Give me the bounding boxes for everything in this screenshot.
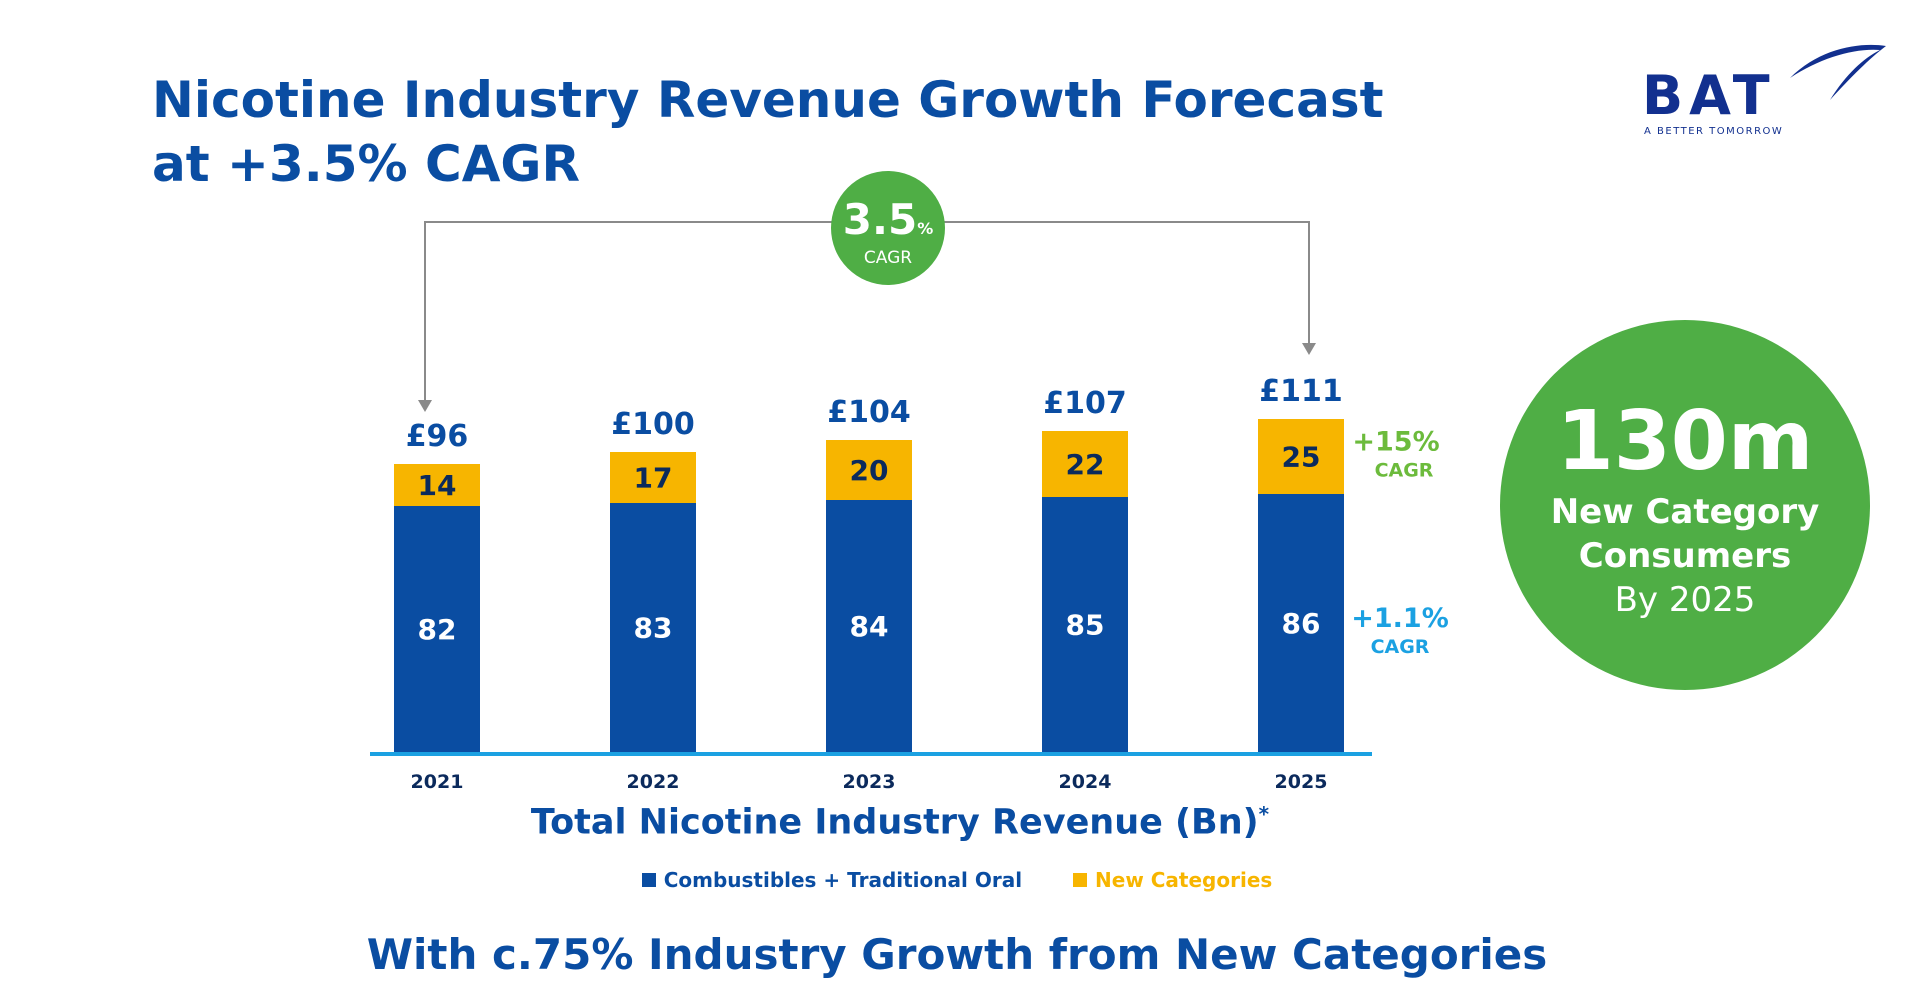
badge-line-2: Consumers bbox=[1578, 536, 1792, 576]
bar-combustibles-2021 bbox=[394, 506, 480, 752]
bar-combustibles-2023 bbox=[826, 500, 912, 752]
x-tick-2022: 2022 bbox=[627, 771, 680, 793]
bar-new-categories-2024 bbox=[1042, 431, 1128, 497]
consumers-badge: 130m New Category Consumers By 2025 bbox=[1500, 320, 1870, 690]
cagr-new-categories-label: CAGR bbox=[1375, 460, 1434, 482]
value-label-new-categories-2024: 22 bbox=[1066, 448, 1105, 481]
bar-new-categories-2023 bbox=[826, 440, 912, 500]
value-label-new-categories-2023: 20 bbox=[850, 454, 889, 487]
bat-logo: BAT A BETTER TOMORROW bbox=[1640, 38, 1890, 148]
logo-wordmark: BAT bbox=[1642, 64, 1776, 127]
badge-count: 130m bbox=[1556, 394, 1814, 489]
page-title: Nicotine Industry Revenue Growth Forecas… bbox=[152, 68, 1384, 196]
x-axis-title-text: Total Nicotine Industry Revenue (Bn) bbox=[530, 802, 1259, 843]
cagr-circle-value: 3.5% bbox=[843, 195, 933, 244]
x-axis-title: Total Nicotine Industry Revenue (Bn)* bbox=[400, 802, 1400, 843]
value-label-combustibles-2021: 82 bbox=[418, 613, 457, 646]
bar-new-categories-2021 bbox=[394, 464, 480, 506]
chart-legend: Combustibles + Traditional Oral New Cate… bbox=[0, 868, 1914, 892]
legend-item-new-categories: New Categories bbox=[1073, 868, 1272, 892]
total-label-2022: £100 bbox=[611, 407, 695, 442]
bar-combustibles-2025 bbox=[1258, 494, 1344, 752]
total-label-2023: £104 bbox=[827, 395, 911, 430]
badge-line-1: New Category bbox=[1550, 492, 1820, 532]
badge-line-3: By 2025 bbox=[1614, 580, 1756, 620]
cagr-circle bbox=[831, 171, 945, 285]
legend-item-combustibles: Combustibles + Traditional Oral bbox=[641, 868, 1023, 892]
legend-swatch-new-categories bbox=[1073, 873, 1088, 887]
value-label-new-categories-2021: 14 bbox=[418, 469, 457, 502]
value-label-new-categories-2025: 25 bbox=[1282, 441, 1321, 474]
legend-label-new-categories: New Categories bbox=[1095, 868, 1273, 892]
x-tick-2024: 2024 bbox=[1059, 771, 1112, 793]
footer-statement: With c.75% Industry Growth from New Cate… bbox=[366, 930, 1548, 979]
bar-new-categories-2025 bbox=[1258, 419, 1344, 494]
bar-new-categories-2022 bbox=[610, 452, 696, 503]
legend-label-combustibles: Combustibles + Traditional Oral bbox=[663, 868, 1023, 892]
value-label-combustibles-2022: 83 bbox=[634, 612, 673, 645]
cagr-arrow-end-icon bbox=[1302, 343, 1316, 355]
cagr-circle-unit: % bbox=[917, 219, 933, 238]
value-label-new-categories-2022: 17 bbox=[634, 462, 673, 495]
cagr-combustibles-label: CAGR bbox=[1371, 636, 1430, 658]
cagr-arrow-start-icon bbox=[418, 400, 432, 412]
x-tick-2021: 2021 bbox=[411, 771, 464, 793]
bar-combustibles-2024 bbox=[1042, 497, 1128, 752]
value-label-combustibles-2023: 84 bbox=[850, 610, 889, 643]
legend-swatch-combustibles bbox=[641, 873, 656, 887]
x-axis-title-mark: * bbox=[1258, 802, 1270, 826]
x-tick-2025: 2025 bbox=[1275, 771, 1328, 793]
logo-swoosh-icon bbox=[1790, 44, 1886, 100]
title-line-2: at +3.5% CAGR bbox=[152, 135, 580, 193]
total-label-2024: £107 bbox=[1043, 386, 1127, 421]
cagr-new-categories-value: +15% bbox=[1352, 427, 1439, 458]
total-label-2021: £96 bbox=[406, 419, 469, 454]
value-label-combustibles-2025: 86 bbox=[1282, 607, 1321, 640]
title-line-1: Nicotine Industry Revenue Growth Forecas… bbox=[152, 71, 1384, 129]
cagr-circle-label: CAGR bbox=[864, 248, 912, 268]
cagr-circle-number: 3.5 bbox=[843, 195, 917, 244]
cagr-combustibles-value: +1.1% bbox=[1351, 603, 1449, 634]
logo-tagline: A BETTER TOMORROW bbox=[1644, 126, 1784, 137]
total-label-2025: £111 bbox=[1259, 374, 1343, 409]
x-tick-2023: 2023 bbox=[843, 771, 896, 793]
value-label-combustibles-2024: 85 bbox=[1066, 609, 1105, 642]
bar-combustibles-2022 bbox=[610, 503, 696, 752]
